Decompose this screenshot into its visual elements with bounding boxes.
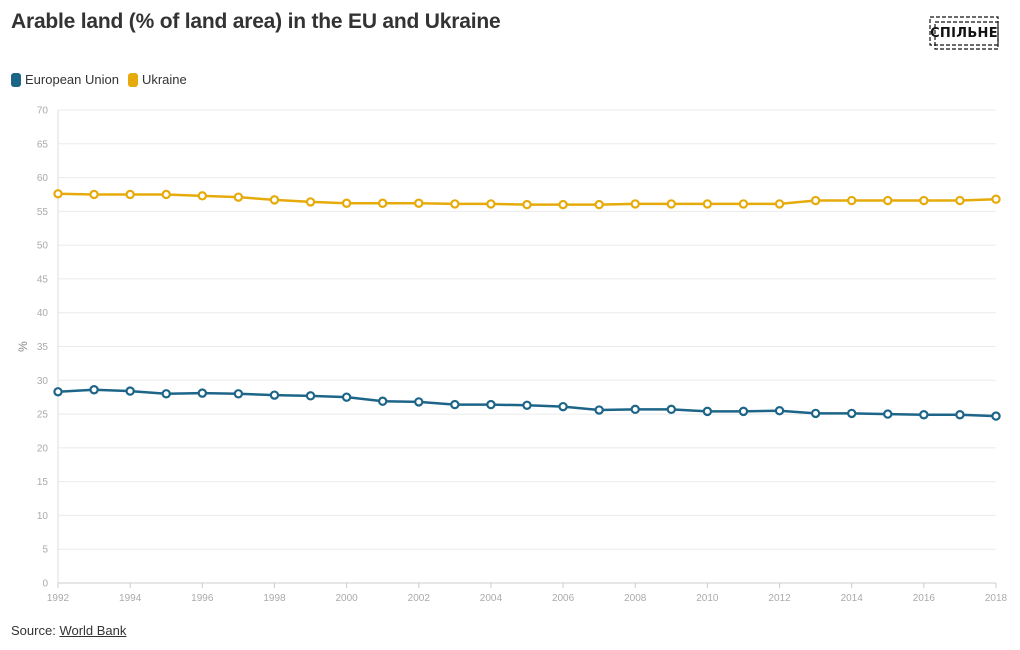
y-tick-label: 55 bbox=[37, 207, 49, 218]
data-point-eu bbox=[450, 399, 460, 410]
y-tick-label: 5 bbox=[42, 545, 48, 556]
data-point-ukraine bbox=[450, 199, 460, 209]
data-point-eu bbox=[305, 391, 316, 401]
x-tick-label: 2016 bbox=[913, 593, 936, 604]
data-point-eu bbox=[666, 404, 677, 415]
source-label: Source: bbox=[11, 623, 56, 638]
data-point-eu bbox=[486, 399, 496, 410]
y-tick-label: 25 bbox=[37, 410, 49, 421]
y-axis-label: % bbox=[16, 341, 30, 352]
data-point-ukraine bbox=[810, 195, 821, 206]
data-point-ukraine bbox=[702, 199, 713, 209]
data-point-ukraine bbox=[377, 198, 388, 208]
source-line: Source: World Bank bbox=[11, 623, 126, 638]
y-tick-label: 10 bbox=[37, 511, 49, 522]
data-point-ukraine bbox=[774, 199, 785, 209]
data-point-eu bbox=[630, 404, 640, 415]
data-point-eu bbox=[774, 405, 785, 416]
data-point-eu bbox=[341, 392, 352, 402]
data-point-ukraine bbox=[197, 191, 208, 201]
source-link[interactable]: World Bank bbox=[59, 623, 127, 638]
data-point-ukraine bbox=[594, 199, 604, 210]
y-tick-label: 50 bbox=[37, 241, 49, 252]
x-tick-label: 2006 bbox=[552, 593, 575, 604]
data-point-eu bbox=[522, 400, 532, 410]
data-point-ukraine bbox=[630, 199, 640, 209]
data-point-ukraine bbox=[486, 199, 496, 209]
x-tick-label: 2004 bbox=[480, 593, 503, 604]
x-tick-label: 2018 bbox=[985, 593, 1008, 604]
x-tick-label: 2002 bbox=[408, 593, 431, 604]
data-point-eu bbox=[269, 390, 280, 400]
data-point-ukraine bbox=[991, 194, 1001, 204]
data-point-eu bbox=[702, 406, 713, 417]
chart-title: Arable land (% of land area) in the EU a… bbox=[11, 10, 501, 33]
data-point-ukraine bbox=[522, 199, 532, 210]
y-tick-label: 35 bbox=[37, 342, 49, 353]
line-chart: 0 5 10 15 20 25 30 35 40 45 50 55 60 65 70 1992 1994 1996… bbox=[16, 106, 1008, 605]
data-point-ukraine bbox=[305, 197, 316, 207]
legend: European Union Ukraine bbox=[11, 72, 196, 87]
data-point-eu bbox=[161, 389, 171, 399]
x-tick-label: 2014 bbox=[841, 593, 864, 604]
x-tick-label: 2008 bbox=[624, 593, 647, 604]
data-point-ukraine bbox=[233, 192, 244, 202]
y-tick-label: 15 bbox=[37, 477, 49, 488]
y-tick-label: 40 bbox=[37, 308, 49, 319]
data-point-ukraine bbox=[414, 198, 424, 208]
x-tick-label: 2010 bbox=[696, 593, 719, 604]
data-point-ukraine bbox=[666, 199, 677, 209]
legend-label-eu: European Union bbox=[25, 72, 119, 87]
data-point-ukraine bbox=[269, 195, 280, 205]
spilne-logo: СПІЛЬНЕ bbox=[929, 16, 999, 50]
x-tick-label: 2000 bbox=[335, 593, 358, 604]
data-point-eu bbox=[53, 387, 63, 397]
data-point-ukraine bbox=[341, 198, 352, 208]
data-point-eu bbox=[991, 411, 1001, 421]
data-point-ukraine bbox=[161, 189, 171, 200]
data-point-ukraine bbox=[883, 195, 893, 206]
data-point-ukraine bbox=[738, 199, 749, 209]
data-point-eu bbox=[955, 410, 965, 420]
x-tick-label: 1998 bbox=[263, 593, 286, 604]
x-tick-label: 2012 bbox=[768, 593, 791, 604]
legend-item-eu[interactable]: European Union bbox=[11, 72, 119, 87]
logo-frame bbox=[929, 16, 999, 50]
data-point-eu bbox=[197, 388, 208, 398]
data-point-ukraine bbox=[89, 189, 99, 200]
logo-text: СПІЛЬНЕ bbox=[930, 25, 998, 41]
data-point-ukraine bbox=[125, 189, 135, 200]
data-point-eu bbox=[377, 396, 388, 406]
legend-label-ukraine: Ukraine bbox=[141, 72, 187, 87]
x-tick-label: 1996 bbox=[191, 593, 214, 604]
data-point-eu bbox=[594, 405, 604, 415]
x-tick-label: 1994 bbox=[119, 593, 142, 604]
data-point-eu bbox=[89, 385, 99, 395]
data-point-ukraine bbox=[955, 195, 965, 206]
data-point-eu bbox=[558, 401, 568, 412]
y-tick-label: 0 bbox=[42, 579, 48, 590]
data-point-ukraine bbox=[558, 199, 568, 210]
y-tick-label: 30 bbox=[37, 376, 49, 387]
y-tick-label: 20 bbox=[37, 443, 49, 454]
data-point-eu bbox=[738, 406, 749, 417]
data-point-eu bbox=[414, 397, 424, 407]
y-tick-label: 60 bbox=[37, 173, 49, 184]
data-point-eu bbox=[846, 408, 857, 419]
legend-swatch-eu bbox=[11, 72, 21, 87]
data-point-ukraine bbox=[846, 195, 857, 206]
y-tick-label: 65 bbox=[37, 139, 49, 150]
data-point-eu bbox=[883, 409, 893, 419]
data-point-ukraine bbox=[53, 189, 63, 199]
data-point-ukraine bbox=[919, 195, 929, 206]
legend-item-ukraine[interactable]: Ukraine bbox=[127, 72, 187, 87]
y-tick-label: 70 bbox=[37, 106, 49, 117]
data-point-eu bbox=[125, 386, 135, 396]
data-point-eu bbox=[810, 408, 821, 419]
data-point-eu bbox=[233, 389, 244, 399]
legend-swatch-ukraine bbox=[127, 72, 138, 87]
x-tick-label: 1992 bbox=[47, 593, 70, 604]
y-tick-label: 45 bbox=[37, 274, 49, 285]
data-point-eu bbox=[919, 410, 929, 420]
